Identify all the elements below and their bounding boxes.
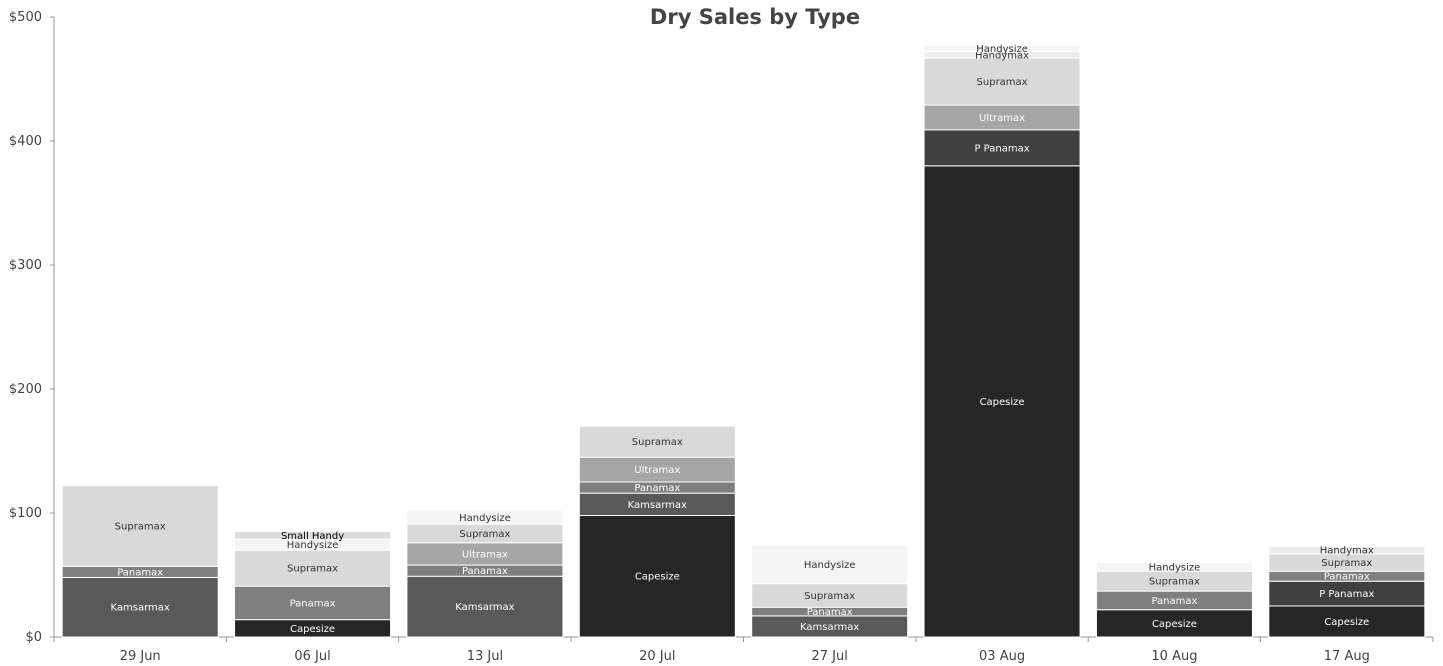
bar-segment-label: Supramax [632,437,683,448]
bar-segment-label: Panamax [807,607,853,618]
bar-segment-label: Handysize [459,513,511,524]
bar-segment-label: Kamsarmax [800,622,859,633]
y-tick-label: $0 [25,630,42,645]
bar-segment-label: Supramax [115,522,166,533]
bar-segment-label: Kamsarmax [111,603,170,614]
bar-segment-p-panamax [1268,580,1426,607]
chart-title: Dry Sales by Type [650,5,860,29]
bar-segment-label: Handymax [975,50,1029,61]
y-tick-label: $300 [9,258,42,273]
bar-segment-label: Capesize [635,572,680,583]
bar-segment-label: Supramax [1149,577,1200,588]
bar-segment-label: Small Handy [281,531,344,542]
bar-segment-supramax [234,549,392,587]
x-tick-label: 27 Jul [812,649,848,664]
x-axis: 29 Jun 06 Jul 13 Jul 20 Jul 27 Jul 03 Aug 10 A… [53,636,1434,664]
bar-segment-supramax [923,57,1081,106]
bar-segment-label: Panamax [634,483,680,494]
bar-segment-small-handy [234,531,392,540]
x-tick-label: 20 Jul [639,649,675,664]
bar-segment-handysize [406,510,564,525]
bar-segment-handysize [1095,562,1253,572]
bar-segment-label: Ultramax [979,113,1025,124]
bar-segment-label: Supramax [977,77,1028,88]
x-tick-label: 03 Aug [979,649,1025,664]
bar-segment-label: Supramax [1321,558,1372,569]
bar-segment-supramax [578,425,736,458]
x-tick-label: 17 Aug [1324,649,1370,664]
bar-segment-ultramax [923,104,1081,131]
bar-segment-kamsarmax [61,576,219,638]
bar-segment-label: Ultramax [462,549,508,560]
bar-segment-panamax [234,585,392,621]
y-tick-label: $400 [9,134,42,149]
y-tick-label: $200 [9,382,42,397]
bar-segment-capesize [923,165,1081,638]
bar-segment-ultramax [578,456,736,483]
y-axis: $0 $100 $200 $300 $400 $500 [9,10,55,645]
y-tick-label: $500 [9,10,42,25]
bar-segment-capesize [1095,609,1253,638]
bar-segment-label: P Panamax [974,143,1029,154]
bar-segment-label: Panamax [117,567,163,578]
bar-segment-label: Handysize [1149,562,1201,573]
bar-segment-label: P Panamax [1319,589,1374,600]
bar-segment-label: Panamax [290,598,336,609]
x-tick-label: 29 Jun [120,649,161,664]
x-tick-label: 06 Jul [294,649,330,664]
bar-segment-label: Panamax [462,566,508,577]
y-tick-label: $100 [9,506,42,521]
bar-segment-label: Capesize [290,624,335,635]
bar-segment-handysize [923,45,1081,53]
bar-segment-label: Handysize [976,44,1028,55]
x-tick-label: 13 Jul [467,649,503,664]
bar-segment-capesize [578,514,736,638]
bar-segment-label: Panamax [1151,596,1197,607]
x-tick-label: 10 Aug [1151,649,1197,664]
bar-segment-label: Supramax [804,591,855,602]
bar-segment-p-panamax [923,129,1081,167]
bars: Kamsarmax Panamax Supramax Capesize Panamax S… [61,44,1426,638]
bar-segment-handysize [751,544,909,585]
bar-segment-label: Supramax [287,564,338,575]
bar-segment-label: Panamax [1324,572,1370,583]
bar-segment-label: Handymax [1320,546,1374,557]
bar-segment-label: Kamsarmax [455,602,514,613]
bar-segment-label: Capesize [980,397,1025,408]
bar-segment-label: Handysize [287,540,339,551]
bar-segment-label: Ultramax [634,465,680,476]
bar-segment-handymax [1268,545,1426,555]
bar-segment-label: Capesize [1324,617,1369,628]
bar-segment-label: Kamsarmax [628,500,687,511]
bar-segment-label: Capesize [1152,619,1197,630]
bar-segment-supramax [61,485,219,567]
bar-segment-capesize [1268,605,1426,638]
bar-segment-kamsarmax [406,575,564,638]
bar-segment-label: Supramax [459,529,510,540]
bar-segment-label: Handysize [804,560,856,571]
